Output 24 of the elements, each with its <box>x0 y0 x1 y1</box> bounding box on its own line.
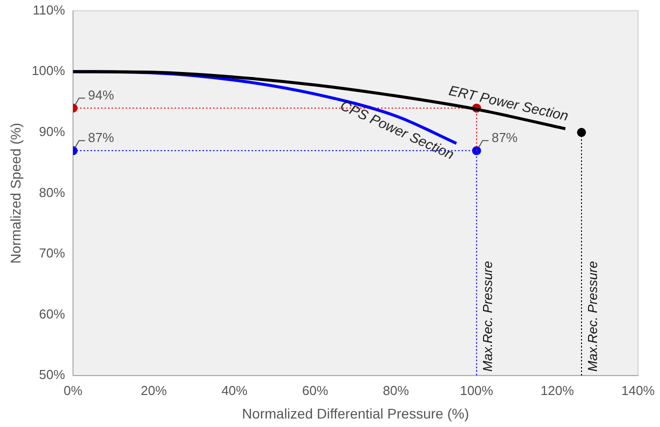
annotation: Max.Rec. Pressure <box>585 261 600 372</box>
data-label: 87% <box>492 130 518 146</box>
x-tick-label: 100% <box>460 382 494 398</box>
x-tick-label: 40% <box>221 382 248 398</box>
data-label: 94% <box>88 88 115 103</box>
x-tick-label: 120% <box>540 382 574 398</box>
annotation: Max.Rec. Pressure <box>480 261 496 372</box>
y-tick-label: 70% <box>39 246 66 261</box>
x-tick-label: 140% <box>621 382 656 398</box>
y-tick-label: 60% <box>39 306 66 322</box>
text: ERT Power Section <box>448 82 570 124</box>
x-tick-label: 0% <box>64 382 83 398</box>
y-tick-label: 80% <box>39 184 66 200</box>
y-tick-label: 100% <box>32 63 66 78</box>
y-tick-label: 110% <box>32 2 66 18</box>
y-tick-label: 90% <box>39 124 66 139</box>
data-label: 87% <box>88 130 115 146</box>
y-tick-label: 50% <box>39 367 66 382</box>
point <box>577 128 586 137</box>
y-axis-title: Normalized Speed (%) <box>7 122 24 264</box>
x-axis-title: Normalized Differential Pressure (%) <box>242 405 469 422</box>
x-tick-label: 60% <box>302 382 329 398</box>
x-tick-label: 20% <box>140 382 168 398</box>
x-tick-label: 80% <box>382 382 410 398</box>
